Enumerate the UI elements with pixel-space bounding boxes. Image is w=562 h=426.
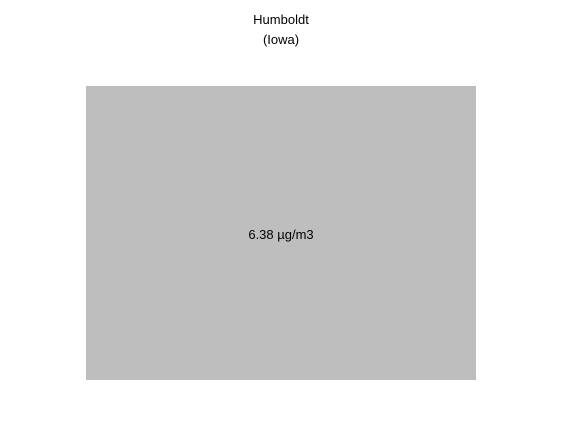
value-label: 6.38 µg/m3 — [248, 227, 314, 242]
location-name: Humboldt — [253, 12, 309, 27]
location-state: (Iowa) — [262, 32, 300, 47]
value-box: 6.38 µg/m3 — [86, 86, 476, 380]
